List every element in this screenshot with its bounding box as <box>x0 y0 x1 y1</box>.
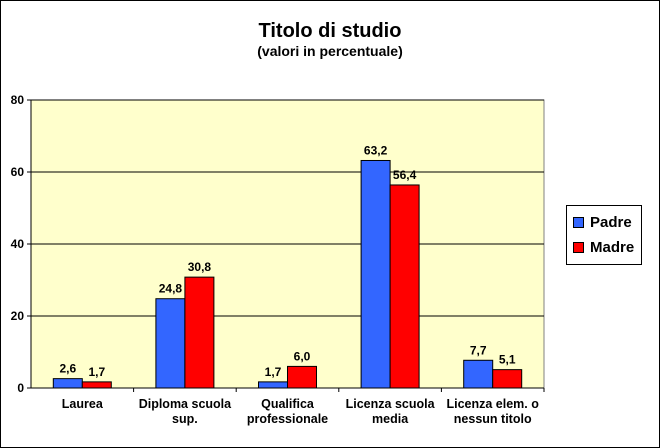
y-tick-label: 80 <box>11 93 25 107</box>
data-label-padre-1: 24,8 <box>159 282 183 296</box>
bar-madre-3 <box>389 184 420 389</box>
data-label-madre-1: 30,8 <box>188 260 212 274</box>
bar-madre-2 <box>287 365 317 389</box>
legend-label-padre: Padre <box>590 213 632 231</box>
chart-subtitle: (valori in percentuale) <box>257 43 403 59</box>
category-label: media <box>372 412 409 426</box>
category-label: sup. <box>172 412 198 426</box>
category-label: Licenza elem. o <box>446 397 539 411</box>
legend-swatch-madre <box>573 241 584 253</box>
bar-padre-0 <box>52 378 83 389</box>
legend-swatch-padre <box>573 216 584 228</box>
bar-padre-1 <box>155 298 186 389</box>
data-label-madre-2: 6,0 <box>294 349 311 363</box>
data-label-padre-0: 2,6 <box>59 362 76 376</box>
bar-madre-4 <box>492 369 523 389</box>
data-label-padre-4: 7,7 <box>470 343 487 357</box>
data-label-madre-0: 1,7 <box>88 365 105 379</box>
category-label: professionale <box>247 412 328 426</box>
chart-title: Titolo di studio <box>258 20 402 42</box>
data-label-madre-4: 5,1 <box>499 353 516 367</box>
bar-padre-4 <box>463 359 494 389</box>
y-tick-label: 60 <box>11 165 25 179</box>
legend-item-madre: Madre <box>573 237 634 257</box>
data-label-padre-3: 63,2 <box>364 143 388 157</box>
legend-item-padre: Padre <box>573 212 632 232</box>
y-tick-label: 20 <box>11 309 25 323</box>
category-label: nessun titolo <box>454 412 532 426</box>
bar-padre-3 <box>360 159 391 389</box>
legend-label-madre: Madre <box>590 238 635 256</box>
bar-madre-0 <box>81 381 112 389</box>
y-tick-label: 40 <box>11 237 25 251</box>
bar-madre-1 <box>184 276 215 389</box>
category-label: Licenza scuola <box>346 397 436 411</box>
category-label: Laurea <box>62 397 104 411</box>
data-label-madre-3: 56,4 <box>393 168 417 182</box>
category-label: Diploma scuola <box>139 397 232 411</box>
y-tick-label: 0 <box>17 381 24 395</box>
legend: Padre Madre <box>566 205 642 265</box>
data-label-padre-2: 1,7 <box>265 365 282 379</box>
category-label: Qualifica <box>261 397 315 411</box>
bar-padre-2 <box>258 381 288 389</box>
